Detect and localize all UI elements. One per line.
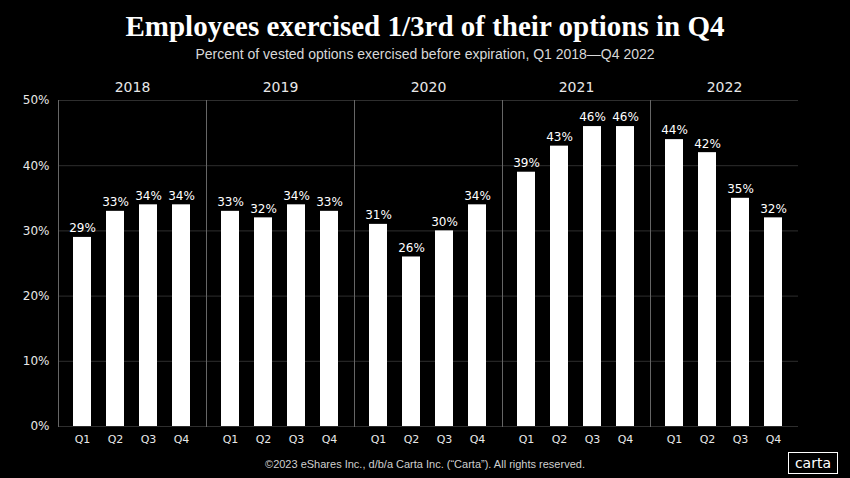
svg-text:Q4: Q4	[766, 433, 782, 446]
svg-text:44%: 44%	[661, 123, 688, 137]
svg-text:10%: 10%	[23, 354, 50, 368]
html-text:Percent of vested options exer: Percent of vested options exercised befo…	[195, 46, 655, 62]
svg-text:2019: 2019	[263, 79, 299, 95]
svg-text:20%: 20%	[23, 289, 50, 303]
svg-text:2018: 2018	[115, 79, 151, 95]
svg-text:35%: 35%	[727, 182, 754, 196]
svg-text:31%: 31%	[365, 208, 392, 222]
svg-text:34%: 34%	[464, 189, 491, 203]
svg-text:Q3: Q3	[733, 433, 749, 446]
svg-text:33%: 33%	[102, 195, 129, 209]
svg-text:Q1: Q1	[519, 433, 535, 446]
svg-text:Q3: Q3	[141, 433, 157, 446]
svg-text:46%: 46%	[579, 110, 606, 124]
svg-text:Q3: Q3	[585, 433, 601, 446]
svg-text:Q2: Q2	[552, 433, 568, 446]
html-text:carta: carta	[794, 455, 831, 471]
svg-text:Q2: Q2	[404, 433, 420, 446]
svg-text:2021: 2021	[559, 79, 595, 95]
svg-text:Q4: Q4	[174, 433, 190, 446]
svg-text:40%: 40%	[23, 159, 50, 173]
svg-text:Q4: Q4	[322, 433, 338, 446]
svg-text:26%: 26%	[398, 241, 425, 255]
html-text:Employees exercised 1/3rd of t: Employees exercised 1/3rd of their optio…	[125, 10, 725, 42]
svg-text:Q2: Q2	[108, 433, 124, 446]
svg-text:50%: 50%	[23, 93, 50, 107]
svg-text:Q4: Q4	[470, 433, 486, 446]
svg-text:30%: 30%	[431, 215, 458, 229]
svg-text:Q1: Q1	[667, 433, 683, 446]
svg-text:34%: 34%	[135, 189, 162, 203]
svg-text:Q2: Q2	[700, 433, 716, 446]
svg-text:Q2: Q2	[256, 433, 272, 446]
svg-text:0%: 0%	[30, 419, 49, 433]
svg-text:39%: 39%	[513, 156, 540, 170]
svg-text:34%: 34%	[283, 189, 310, 203]
svg-text:33%: 33%	[316, 195, 343, 209]
svg-text:29%: 29%	[69, 221, 96, 235]
svg-text:Q4: Q4	[618, 433, 634, 446]
svg-text:Q1: Q1	[223, 433, 239, 446]
svg-text:2020: 2020	[411, 79, 447, 95]
svg-text:32%: 32%	[250, 202, 277, 216]
svg-text:34%: 34%	[168, 189, 195, 203]
svg-text:42%: 42%	[694, 137, 721, 151]
svg-text:Q3: Q3	[437, 433, 453, 446]
svg-text:32%: 32%	[760, 202, 787, 216]
svg-text:43%: 43%	[546, 130, 573, 144]
svg-text:30%: 30%	[23, 224, 50, 238]
svg-text:33%: 33%	[217, 195, 244, 209]
svg-text:Q1: Q1	[371, 433, 387, 446]
svg-text:Q1: Q1	[75, 433, 91, 446]
svg-text:Q3: Q3	[289, 433, 305, 446]
svg-text:46%: 46%	[612, 110, 639, 124]
svg-text:2022: 2022	[707, 79, 743, 95]
html-text:©2023 eShares Inc., d/b/a Cart: ©2023 eShares Inc., d/b/a Carta Inc. (“C…	[265, 458, 585, 470]
